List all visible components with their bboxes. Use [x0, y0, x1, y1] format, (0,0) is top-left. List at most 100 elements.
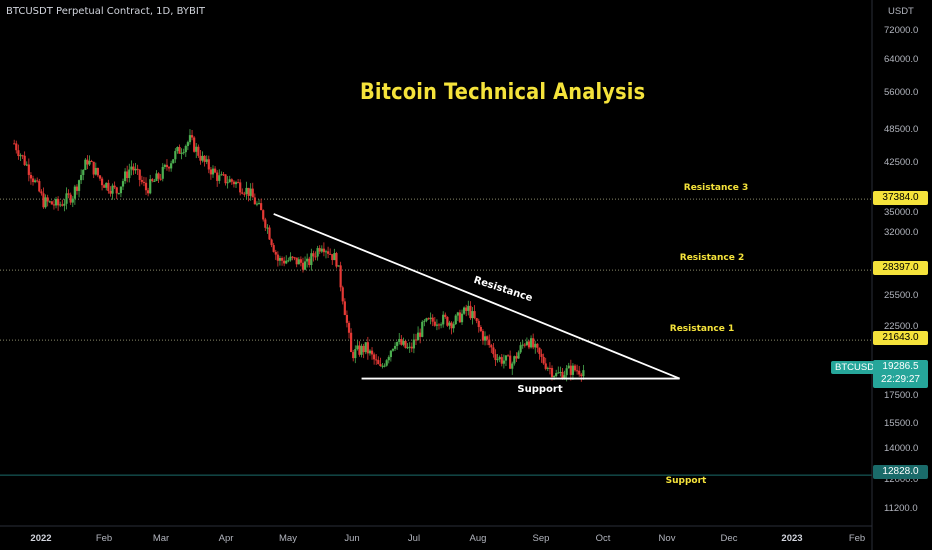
time-tick: May	[279, 533, 297, 544]
candle	[308, 256, 311, 268]
candle	[538, 347, 541, 360]
candle	[109, 186, 112, 197]
candle	[439, 322, 443, 329]
resistance-trendline[interactable]	[273, 213, 680, 380]
candle	[477, 318, 480, 333]
resistance-1-label: Resistance 1	[669, 324, 735, 334]
candle	[174, 148, 177, 163]
candle	[419, 328, 422, 344]
candle	[224, 174, 227, 186]
candle	[360, 343, 363, 358]
candle	[268, 225, 271, 241]
candle	[237, 179, 240, 184]
candle	[573, 364, 577, 372]
resistance-1-price-tag: 21643.0	[873, 331, 928, 345]
candle	[245, 181, 248, 200]
candle	[155, 170, 158, 182]
candle	[161, 163, 164, 182]
candle	[433, 316, 436, 327]
candle	[111, 183, 114, 200]
candle	[475, 317, 478, 324]
candle	[138, 169, 141, 187]
price-tick: 11200.0	[884, 503, 918, 514]
candle	[172, 159, 175, 164]
candle	[502, 354, 505, 369]
candle	[373, 352, 376, 365]
chart-headline: Bitcoin Technical Analysis	[360, 80, 646, 105]
candle	[151, 178, 154, 183]
currency-label: USDT	[888, 6, 914, 17]
candle	[525, 337, 528, 347]
candle	[103, 184, 106, 188]
candle	[450, 321, 453, 335]
candle	[197, 144, 200, 158]
candle	[534, 340, 537, 354]
candle	[105, 182, 108, 191]
candle	[130, 160, 133, 176]
candle	[272, 242, 275, 253]
candle	[86, 155, 89, 170]
price-tick: 42500.0	[884, 157, 919, 168]
candle	[73, 184, 76, 205]
candle	[352, 349, 355, 362]
candle	[165, 159, 169, 171]
current-price-value: 19286.5	[882, 361, 919, 372]
candle	[335, 251, 338, 269]
candle	[310, 248, 313, 271]
candle	[555, 369, 558, 378]
candle	[427, 317, 430, 320]
candle	[153, 178, 156, 182]
bar-countdown: 22:29:27	[881, 374, 920, 385]
candle	[216, 170, 219, 187]
candle	[42, 187, 45, 209]
candle	[232, 180, 236, 188]
resistance-2-label: Resistance 2	[679, 253, 745, 263]
candle	[400, 335, 403, 346]
candle	[21, 154, 24, 159]
candle	[345, 310, 349, 328]
candle	[57, 196, 60, 211]
candle	[274, 249, 277, 260]
candle	[241, 188, 244, 195]
candle	[387, 355, 390, 364]
candle	[226, 176, 229, 189]
candle	[481, 329, 485, 345]
candle	[119, 186, 123, 198]
candle	[326, 246, 330, 258]
price-tick: 35000.0	[884, 207, 919, 218]
candle	[381, 362, 384, 369]
candle	[421, 320, 424, 338]
candle	[471, 307, 474, 325]
candle	[488, 334, 491, 348]
candle	[377, 356, 380, 365]
candle	[318, 245, 321, 255]
candle	[498, 355, 501, 363]
candle	[128, 163, 131, 183]
candle	[19, 153, 22, 162]
time-tick: Nov	[658, 533, 676, 544]
candle	[358, 341, 361, 357]
candle	[190, 129, 194, 141]
candle	[469, 301, 472, 320]
candle	[293, 256, 296, 261]
candle	[13, 139, 16, 145]
candle	[249, 183, 252, 201]
candle	[544, 357, 547, 371]
candle	[320, 245, 323, 254]
candle	[442, 311, 445, 328]
candle	[180, 148, 183, 160]
candle	[312, 250, 315, 262]
price-tick: 32000.0	[884, 227, 919, 238]
price-tick: 25500.0	[884, 290, 919, 301]
candle	[247, 187, 250, 202]
candle	[253, 193, 256, 205]
candle	[347, 320, 351, 339]
candle	[314, 251, 317, 261]
candle	[255, 201, 259, 207]
candle	[29, 172, 33, 185]
candle	[27, 158, 30, 182]
candle	[126, 165, 129, 183]
candle	[515, 352, 518, 363]
time-tick: Feb	[848, 533, 866, 544]
